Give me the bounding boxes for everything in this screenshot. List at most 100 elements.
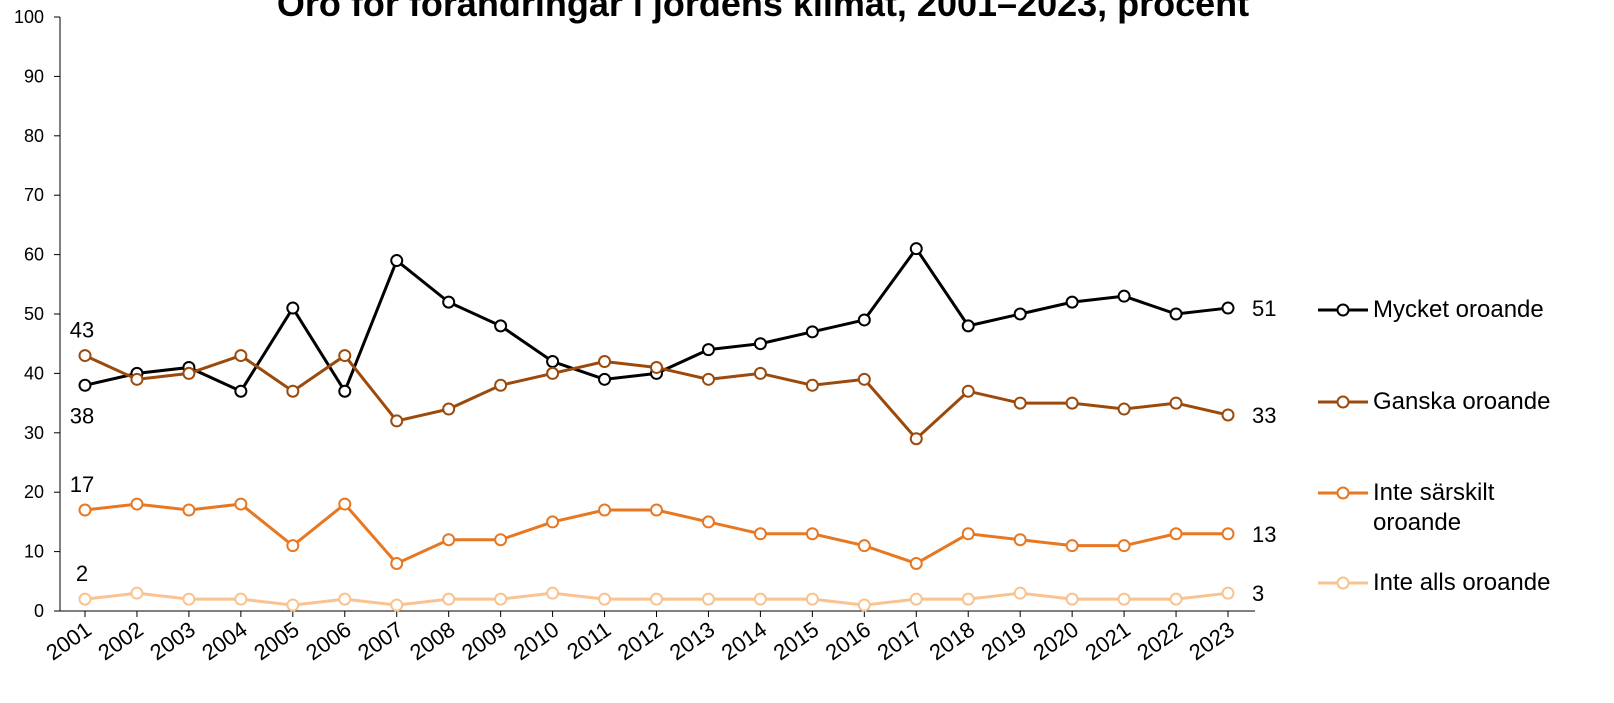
y-tick-label: 70 bbox=[24, 185, 44, 205]
x-tick-label: 2013 bbox=[665, 617, 719, 666]
point bbox=[598, 503, 612, 517]
point bbox=[1065, 295, 1079, 309]
data-label: 38 bbox=[70, 403, 94, 428]
y-tick-label: 60 bbox=[24, 245, 44, 265]
legend-marker bbox=[1336, 303, 1350, 317]
point bbox=[701, 343, 715, 357]
point bbox=[961, 527, 975, 541]
x-tick-label: 2005 bbox=[249, 617, 303, 666]
point bbox=[442, 592, 456, 606]
point bbox=[234, 592, 248, 606]
point bbox=[1117, 539, 1131, 553]
point bbox=[650, 360, 663, 374]
point bbox=[130, 497, 144, 511]
point bbox=[753, 366, 767, 380]
y-tick-label: 0 bbox=[34, 601, 44, 621]
data-label: 51 bbox=[1252, 296, 1276, 321]
y-tick-label: 20 bbox=[24, 482, 44, 502]
point bbox=[338, 497, 352, 511]
legend-marker bbox=[1336, 576, 1350, 590]
x-tick-label: 2003 bbox=[145, 617, 199, 666]
point bbox=[286, 301, 300, 315]
point bbox=[909, 242, 923, 256]
point bbox=[1065, 396, 1079, 410]
point bbox=[182, 503, 196, 517]
point bbox=[805, 527, 819, 541]
point bbox=[390, 414, 404, 428]
y-tick-label: 80 bbox=[24, 126, 44, 146]
point bbox=[390, 598, 404, 612]
y-tick-label: 40 bbox=[24, 363, 44, 383]
point bbox=[442, 295, 456, 309]
point bbox=[182, 366, 196, 380]
point bbox=[390, 556, 404, 570]
point bbox=[338, 384, 352, 398]
point bbox=[286, 539, 300, 553]
point bbox=[1117, 289, 1131, 303]
point bbox=[1221, 408, 1235, 422]
point bbox=[753, 527, 767, 541]
x-tick-label: 2020 bbox=[1029, 617, 1083, 666]
point bbox=[1065, 592, 1079, 606]
x-tick-label: 2014 bbox=[717, 617, 771, 666]
point bbox=[805, 325, 819, 339]
point bbox=[78, 592, 92, 606]
x-tick-label: 2007 bbox=[353, 617, 407, 666]
point bbox=[909, 432, 923, 446]
point bbox=[1117, 592, 1131, 606]
point bbox=[442, 402, 456, 416]
point bbox=[961, 319, 975, 333]
point bbox=[598, 592, 612, 606]
point bbox=[598, 372, 612, 386]
point bbox=[1221, 301, 1235, 315]
y-tick-label: 90 bbox=[24, 66, 44, 86]
point bbox=[1169, 396, 1183, 410]
point bbox=[701, 592, 715, 606]
x-tick-label: 2017 bbox=[873, 617, 927, 666]
x-tick-label: 2006 bbox=[301, 617, 355, 666]
point bbox=[1065, 539, 1079, 553]
point bbox=[909, 592, 923, 606]
point bbox=[234, 349, 248, 363]
x-tick-label: 2010 bbox=[509, 617, 563, 666]
point bbox=[546, 355, 560, 369]
point bbox=[857, 372, 871, 386]
point bbox=[182, 592, 196, 606]
legend-label: Inte alls oroande bbox=[1373, 569, 1551, 596]
x-tick-label: 2019 bbox=[977, 617, 1031, 666]
x-tick-label: 2018 bbox=[925, 617, 979, 666]
legend-marker bbox=[1336, 486, 1350, 500]
point bbox=[494, 533, 508, 547]
data-label: 13 bbox=[1252, 522, 1276, 547]
point bbox=[78, 378, 92, 392]
legend-label: Inte särskilt oroande bbox=[1373, 479, 1495, 536]
y-tick-label: 10 bbox=[24, 542, 44, 562]
legend-label: Ganska oroande bbox=[1373, 388, 1551, 415]
chart-title: Oro för förändringar i jordens klimat, 2… bbox=[277, 0, 1249, 24]
point bbox=[234, 497, 248, 511]
legend-marker bbox=[1336, 395, 1350, 409]
x-tick-label: 2021 bbox=[1081, 617, 1135, 666]
point bbox=[701, 372, 715, 386]
point bbox=[1169, 592, 1183, 606]
point bbox=[1169, 527, 1183, 541]
point bbox=[1169, 307, 1183, 321]
x-tick-label: 2015 bbox=[769, 617, 823, 666]
point bbox=[909, 556, 923, 570]
x-tick-label: 2008 bbox=[405, 617, 459, 666]
point bbox=[961, 592, 975, 606]
point bbox=[494, 378, 508, 392]
x-tick-label: 2009 bbox=[457, 617, 511, 666]
point bbox=[753, 592, 767, 606]
point bbox=[546, 366, 560, 380]
point bbox=[1013, 533, 1027, 547]
point bbox=[494, 592, 508, 606]
point bbox=[1221, 586, 1235, 600]
point bbox=[1013, 586, 1027, 600]
x-tick-label: 2002 bbox=[93, 617, 147, 666]
data-label: 2 bbox=[76, 561, 88, 586]
point bbox=[1117, 402, 1131, 416]
point bbox=[1013, 307, 1027, 321]
